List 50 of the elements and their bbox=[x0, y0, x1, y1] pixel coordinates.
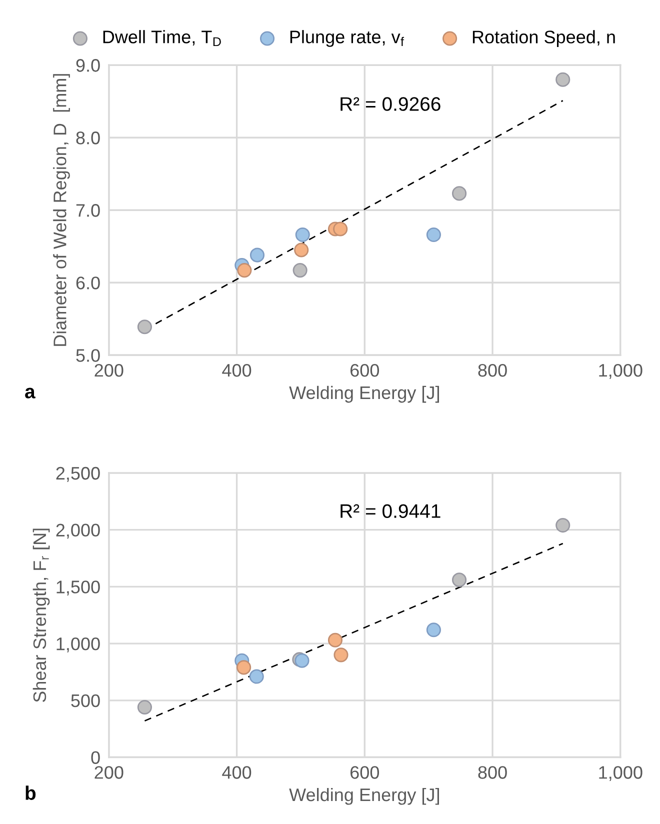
y-tick-label: 2,500 bbox=[56, 466, 100, 482]
x-axis-title: Welding Energy [J] bbox=[289, 386, 439, 403]
point bbox=[237, 263, 252, 278]
point bbox=[292, 263, 308, 278]
y-axis-title: Shear Strength, F$_{r}$ [N] bbox=[32, 528, 50, 702]
x-tick-label: 600 bbox=[350, 364, 380, 377]
y-tick-label: 0 bbox=[91, 751, 100, 764]
point bbox=[249, 669, 264, 684]
y-axis-title: Diameter of Weld Region, D [mm] bbox=[53, 74, 70, 346]
y-tick-label: 500 bbox=[71, 694, 100, 708]
point bbox=[294, 242, 309, 258]
x-tick-label: 200 bbox=[94, 766, 124, 779]
point bbox=[250, 248, 265, 262]
legend-label: Rotation Speed, n bbox=[472, 30, 615, 47]
y-tick-label: 8.0 bbox=[76, 132, 100, 144]
y-tick-label: 5.0 bbox=[76, 349, 100, 362]
point bbox=[333, 222, 348, 236]
y-tick-label: 2,000 bbox=[56, 524, 100, 539]
point bbox=[452, 572, 467, 588]
point bbox=[452, 186, 467, 201]
point bbox=[426, 622, 441, 638]
x-tick-label: 400 bbox=[222, 364, 252, 377]
point bbox=[556, 72, 570, 87]
legend-label: Dwell Time, T$_{D}$ bbox=[103, 30, 221, 46]
annotation: R² = 0.9266 bbox=[340, 97, 440, 111]
y-tick-label: 9.0 bbox=[76, 59, 100, 72]
point bbox=[334, 648, 348, 662]
legend-label: Plunge rate, v$_{f}$ bbox=[290, 30, 404, 47]
y-tick-label: 7.0 bbox=[76, 204, 100, 217]
y-tick-label: 1,000 bbox=[56, 637, 100, 652]
x-tick-label: 1,000 bbox=[599, 364, 642, 379]
text: a bbox=[25, 388, 36, 398]
text: b bbox=[26, 786, 36, 800]
x-tick-label: 400 bbox=[222, 766, 252, 779]
point bbox=[137, 320, 152, 334]
x-tick-label: 800 bbox=[478, 766, 507, 779]
point bbox=[426, 227, 441, 242]
point bbox=[328, 632, 343, 648]
point bbox=[236, 660, 252, 675]
x-tick-label: 600 bbox=[350, 766, 380, 779]
y-tick-label: 1,500 bbox=[56, 580, 100, 596]
x-tick-label: 1,000 bbox=[599, 766, 642, 781]
x-axis-title: Welding Energy [J] bbox=[289, 788, 439, 805]
annotation: R² = 0.9441 bbox=[340, 504, 440, 518]
point bbox=[556, 518, 570, 533]
y-tick-label: 6.0 bbox=[76, 276, 100, 290]
x-tick-label: 800 bbox=[478, 364, 507, 377]
point bbox=[295, 227, 310, 242]
point bbox=[137, 700, 152, 715]
x-tick-label: 200 bbox=[94, 364, 124, 377]
